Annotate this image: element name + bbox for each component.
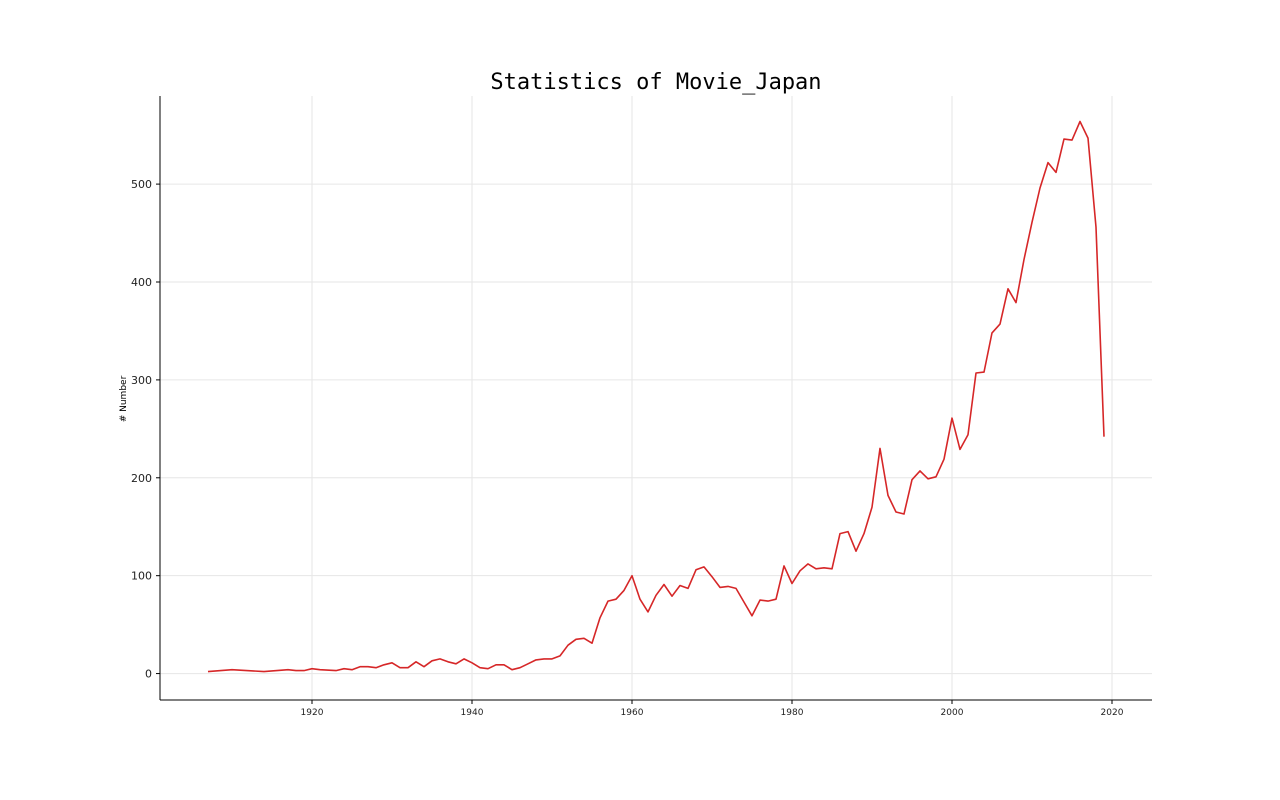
x-tick-label: 2020 <box>1101 708 1124 718</box>
grid <box>160 96 1152 700</box>
ticks: 1920 1940 1960 1980 2000 2020 0 100 200 300 400 500 <box>131 178 1124 718</box>
y-tick-label: 300 <box>131 374 152 387</box>
series <box>207 120 1105 673</box>
y-tick-label: 200 <box>131 472 152 485</box>
x-tick-label: 1980 <box>781 708 804 718</box>
y-tick-label: 0 <box>145 668 152 681</box>
axes <box>159 96 1152 701</box>
y-tick-label: 400 <box>131 276 152 289</box>
x-tick-label: 1940 <box>461 708 484 718</box>
x-tick-label: 2000 <box>941 708 964 718</box>
x-tick-label: 1960 <box>621 708 644 718</box>
y-axis-label: # Number <box>119 375 129 422</box>
y-tick-label: 100 <box>131 570 152 583</box>
y-tick-label: 500 <box>131 178 152 191</box>
chart-title: Statistics of Movie_Japan <box>490 70 821 95</box>
x-tick-label: 1920 <box>301 708 324 718</box>
series-line <box>207 120 1105 673</box>
